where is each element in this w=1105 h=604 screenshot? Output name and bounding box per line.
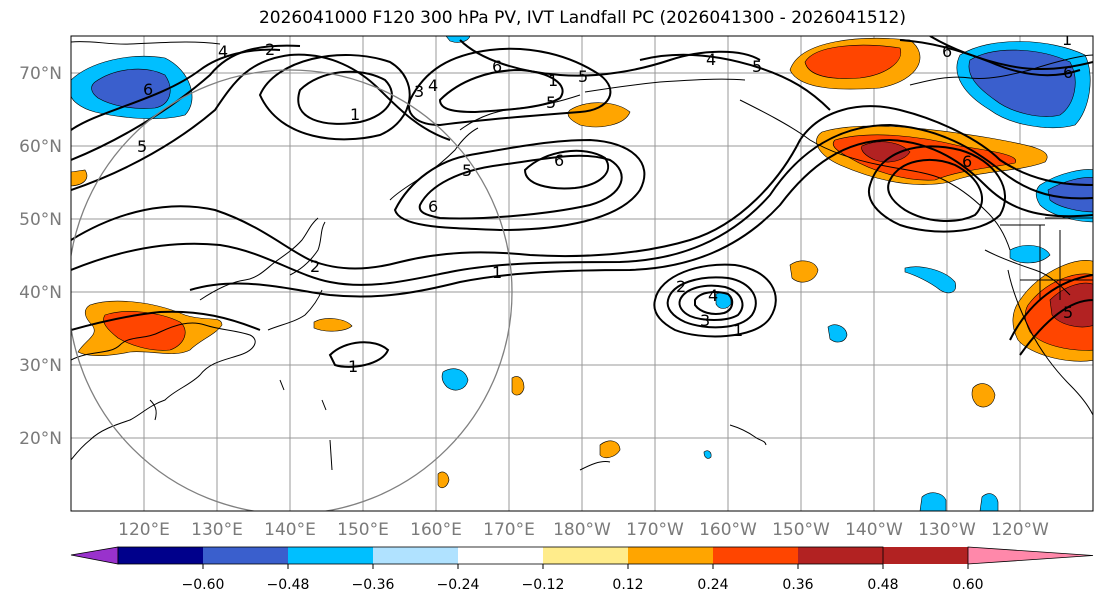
colorbar-extend-low [70,546,119,565]
contour-label: 6 [554,151,564,170]
lon-label: 140°E [264,520,316,540]
lat-label: 60°N [19,137,62,157]
contour-label: 1 [348,357,358,376]
contour-label: 4 [218,42,228,61]
colorbar-tick-label: 0.24 [697,577,728,593]
colorbar-tick-label: −0.12 [522,577,565,593]
colorbar-segment [713,547,798,564]
lon-label: 140°W [845,520,903,540]
contour-label: 5 [578,67,588,86]
lon-label: 130°W [918,520,976,540]
contour-label: 6 [492,57,502,76]
contour-label: 1 [350,105,360,124]
lon-label: 170°E [483,520,535,540]
contour-label: 5 [546,93,556,112]
lon-label: 130°E [191,520,243,540]
latitude-labels: 70°N 60°N 50°N 40°N 30°N 20°N [19,64,62,449]
colorbar-tick-label: 0.12 [612,577,643,593]
colorbar-segment [798,547,883,564]
lat-label: 20°N [19,429,62,449]
colorbar-tick-label: 0.36 [782,577,813,593]
lon-label: 170°W [626,520,684,540]
contour-label: 1 [1062,30,1072,49]
colorbar-frame [117,546,884,565]
lat-label: 50°N [19,210,62,230]
lat-label: 40°N [19,283,62,303]
contour-label: 2 [676,277,686,296]
contour-label: 3 [700,311,710,330]
contour-label: 6 [1063,63,1073,82]
longitude-labels: 120°E 130°E 140°E 150°E 160°E 170°E 180°… [118,520,1049,540]
map-frame [70,35,1094,512]
region-circle [71,69,513,511]
colorbar-tick-label: −0.60 [182,577,225,593]
colorbar-segment [118,547,203,564]
ivt-negative-shading [71,36,1093,511]
colorbar-segment [628,547,713,564]
colorbar-tick-label: −0.36 [352,577,395,593]
contour-label: 6 [962,152,972,171]
lon-label: 160°E [410,520,462,540]
colorbar-tick-label: −0.24 [437,577,480,593]
lon-label: 160°W [699,520,757,540]
lon-label: 150°W [772,520,830,540]
lat-label: 70°N [19,64,62,84]
colorbar-tick-label: 0.60 [952,577,983,593]
colorbar-segment [543,547,628,564]
colorbar-segment [458,547,543,564]
coastlines [71,41,1093,471]
contour-label: 1 [733,321,743,340]
contour-labels: 6 5 1 2 3 4 4 6 5 2 1 5 4 6 5 1 1 6 5 6 … [137,30,1073,376]
lon-label: 180°W [553,520,611,540]
colorbar-segment [203,547,288,564]
colorbar-segment [373,547,458,564]
contour-label: 6 [942,42,952,61]
pv-contours [71,36,1093,368]
contour-label: 2 [310,257,320,276]
contour-label: 4 [708,286,718,305]
contour-label: 1 [492,263,502,282]
lon-label: 150°E [337,520,389,540]
contour-label: 5 [137,137,147,156]
contour-label: 5 [462,161,472,180]
plot-title: 2026041000 F120 300 hPa PV, IVT Landfall… [258,8,906,28]
lat-label: 30°N [19,356,62,376]
colorbar: −0.60 −0.48 −0.36 −0.24 −0.12 0.12 0.24 … [70,546,1094,593]
colorbar-segment [883,547,968,564]
colorbar-tick-label: 0.48 [867,577,898,593]
contour-label: 6 [143,80,153,99]
contour-label: 1 [548,71,558,90]
contour-label: 4 [706,50,716,69]
contour-label: 4 [428,76,438,95]
contour-label: 2 [265,40,275,59]
colorbar-tick-label: −0.48 [267,577,310,593]
contour-label: 5 [1063,303,1073,322]
lon-label: 120°W [991,520,1049,540]
lon-label: 120°E [118,520,170,540]
colorbar-extend-high [967,546,1094,565]
contour-label: 6 [428,197,438,216]
contour-label: 3 [414,82,424,101]
colorbar-segment [288,547,373,564]
contour-label: 5 [752,57,762,76]
